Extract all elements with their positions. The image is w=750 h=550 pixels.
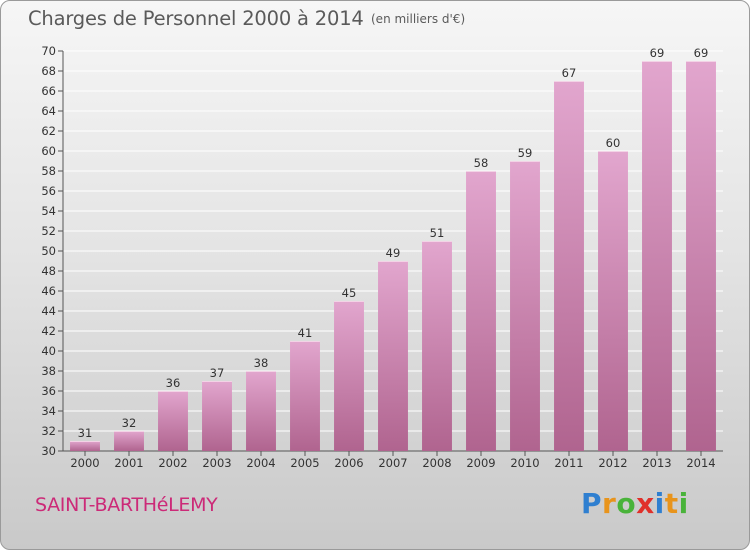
- place-name: SAINT-BARTHéLEMY: [35, 494, 218, 516]
- data-label: 69: [694, 46, 709, 60]
- bar: [158, 391, 188, 451]
- data-label: 38: [254, 356, 269, 370]
- x-tick-label: 2006: [334, 456, 363, 470]
- y-tick-label: 44: [41, 304, 56, 318]
- x-tick-label: 2011: [554, 456, 583, 470]
- tick-labels: 30 32 34 36 38 40 42 44 46 48 50 52 54 56 58 60 62 64 66 68…: [41, 44, 715, 470]
- y-tick-label: 64: [41, 104, 56, 118]
- x-tick-label: 2001: [114, 456, 143, 470]
- data-label: 51: [430, 226, 445, 240]
- x-tick-label: 2014: [686, 456, 715, 470]
- x-tick-label: 2012: [598, 456, 627, 470]
- y-tick-label: 34: [41, 404, 56, 418]
- logo-letter: r: [602, 487, 617, 520]
- x-tick-label: 2000: [70, 456, 99, 470]
- x-tick-label: 2004: [246, 456, 275, 470]
- x-tick-label: 2008: [422, 456, 451, 470]
- bar: [290, 341, 320, 451]
- bar: [202, 381, 232, 451]
- y-tick-label: 38: [41, 364, 56, 378]
- y-tick-label: 54: [41, 204, 56, 218]
- y-tick-label: 48: [41, 264, 56, 278]
- data-label: 69: [650, 46, 665, 60]
- bar: [466, 171, 496, 451]
- data-label: 45: [342, 286, 357, 300]
- y-tick-label: 40: [41, 344, 56, 358]
- y-tick-label: 70: [41, 44, 56, 58]
- data-label: 41: [298, 326, 313, 340]
- y-tick-label: 30: [41, 444, 56, 458]
- logo-letter: o: [616, 487, 637, 520]
- y-tick-label: 52: [41, 224, 56, 238]
- x-tick-label: 2013: [642, 456, 671, 470]
- chart-title: Charges de Personnel 2000 à 2014: [28, 7, 364, 30]
- data-label: 67: [562, 66, 577, 80]
- logo-letter: P: [581, 487, 603, 520]
- bar: [686, 61, 716, 451]
- bars: [70, 61, 716, 451]
- bar: [246, 371, 276, 451]
- proxiti-logo: Proxiti: [581, 487, 689, 520]
- bar: [642, 61, 672, 451]
- y-tick-label: 56: [41, 184, 56, 198]
- y-tick-label: 36: [41, 384, 56, 398]
- y-tick-label: 42: [41, 324, 56, 338]
- logo-letter: x: [636, 487, 655, 520]
- data-label: 60: [606, 136, 621, 150]
- bar: [554, 81, 584, 451]
- data-label: 32: [122, 416, 137, 430]
- x-tick-label: 2007: [378, 456, 407, 470]
- y-tick-label: 68: [41, 64, 56, 78]
- logo-letter: i: [654, 487, 665, 520]
- bar: [422, 241, 452, 451]
- x-tick-label: 2010: [510, 456, 539, 470]
- x-tick-label: 2002: [158, 456, 187, 470]
- data-label: 49: [386, 246, 401, 260]
- logo-letter: t: [664, 487, 679, 520]
- bar: [378, 261, 408, 451]
- x-tick-label: 2009: [466, 456, 495, 470]
- bar: [334, 301, 364, 451]
- data-label: 36: [166, 376, 181, 390]
- y-tick-label: 66: [41, 84, 56, 98]
- x-tick-label: 2005: [290, 456, 319, 470]
- data-labels: 31 32 36 37 38 41 45 49 51 58 59 67 60 69 69: [78, 46, 709, 440]
- y-tick-label: 46: [41, 284, 56, 298]
- y-tick-label: 62: [41, 124, 56, 138]
- y-tick-label: 50: [41, 244, 56, 258]
- data-label: 58: [474, 156, 489, 170]
- y-tick-label: 32: [41, 424, 56, 438]
- bar: [598, 151, 628, 451]
- chart-subtitle: (en milliers d'€): [371, 12, 466, 26]
- y-tick-label: 60: [41, 144, 56, 158]
- x-tick-label: 2003: [202, 456, 231, 470]
- bar: [70, 441, 100, 451]
- logo-letter: i: [678, 487, 689, 520]
- bar: [114, 431, 144, 451]
- bar: [510, 161, 540, 451]
- data-label: 31: [78, 426, 93, 440]
- data-label: 59: [518, 146, 533, 160]
- data-label: 37: [210, 366, 225, 380]
- y-tick-label: 58: [41, 164, 56, 178]
